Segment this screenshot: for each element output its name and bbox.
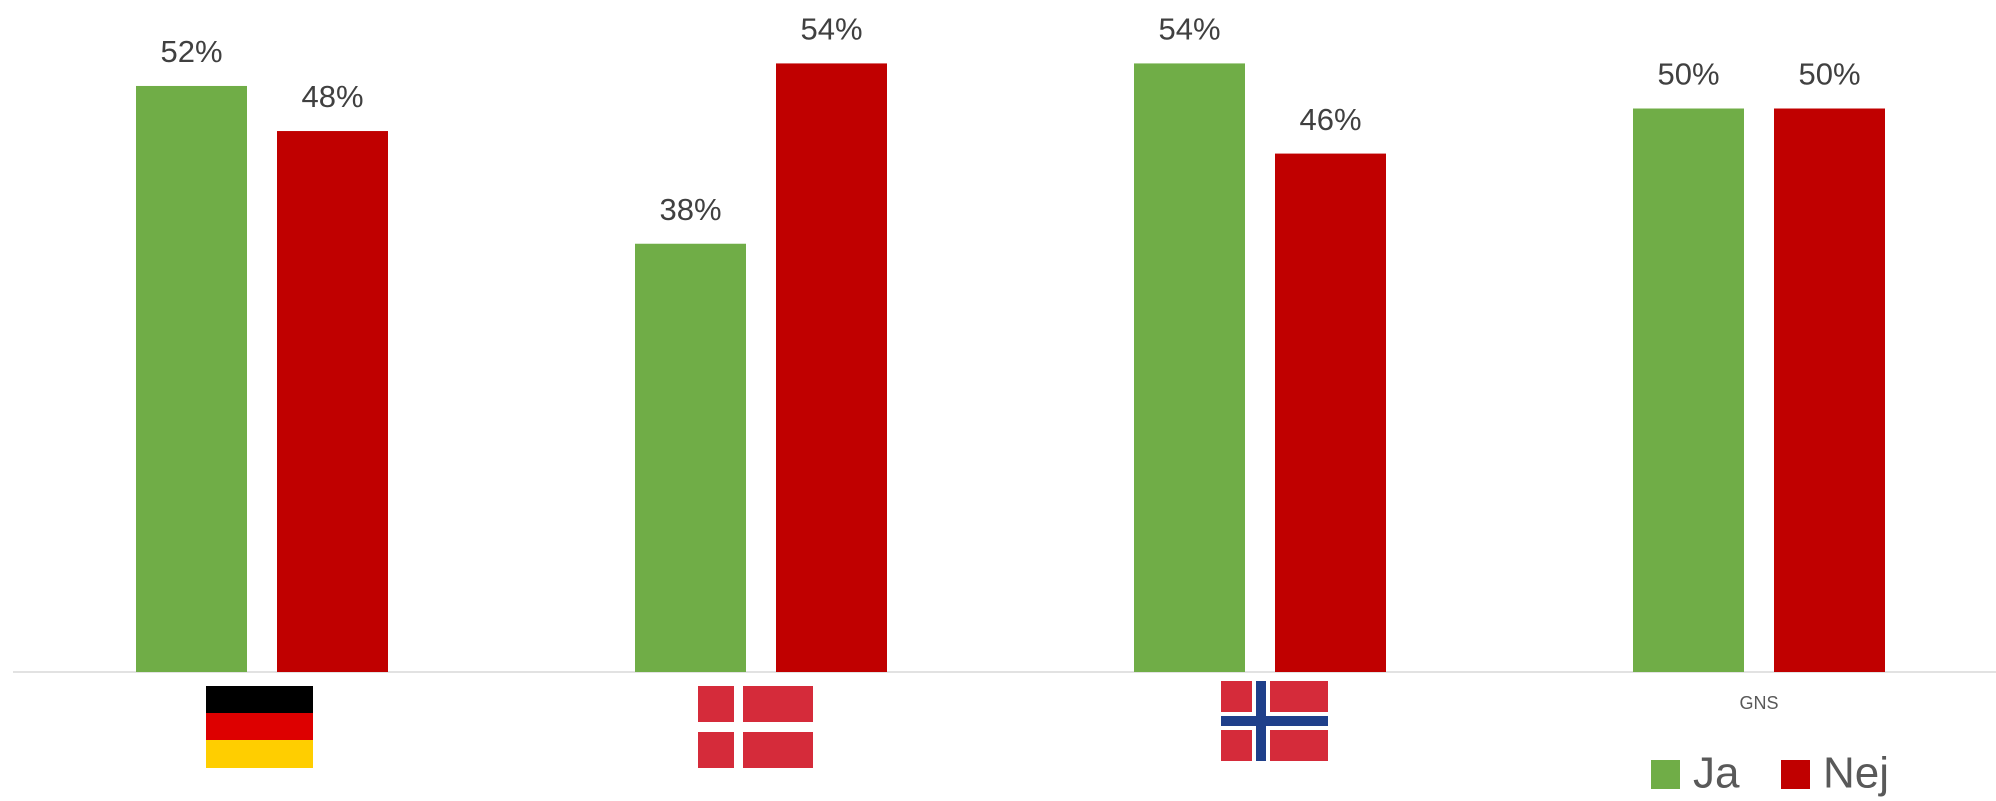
data-label: 54%: [800, 12, 862, 47]
flag-germany: [206, 686, 313, 768]
data-label: 46%: [1299, 102, 1361, 137]
legend-label: Nej: [1823, 749, 1889, 798]
x-tick-label: GNS: [1739, 693, 1778, 713]
bar: [776, 63, 887, 673]
bar: [136, 85, 247, 672]
bar: [1134, 63, 1245, 673]
bar: [277, 131, 388, 673]
bar: [1275, 153, 1386, 672]
data-label: 50%: [1798, 57, 1860, 92]
legend-label: Ja: [1693, 749, 1740, 798]
data-label: 50%: [1657, 57, 1719, 92]
legend-swatch: [1781, 760, 1810, 789]
data-label: 38%: [659, 192, 721, 227]
data-label: 54%: [1158, 12, 1220, 47]
flag-norway: [1221, 681, 1328, 761]
data-label: 48%: [301, 79, 363, 114]
bar: [1774, 108, 1885, 672]
data-label: 52%: [160, 34, 222, 69]
bar: [635, 243, 746, 673]
legend-swatch: [1651, 760, 1680, 789]
flag-denmark: [698, 686, 813, 768]
bar: [1633, 108, 1744, 672]
